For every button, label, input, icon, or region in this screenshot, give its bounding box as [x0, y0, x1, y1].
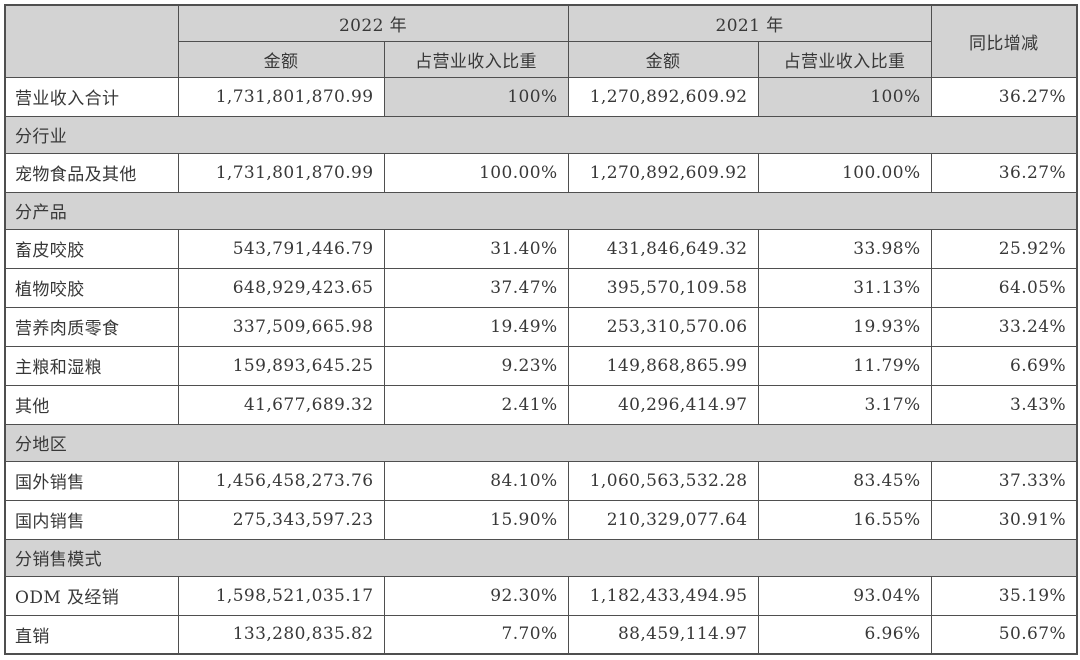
table-row: 畜皮咬胶 543,791,446.79 31.40% 431,846,649.3…	[4, 228, 1078, 269]
row-label: 国内销售	[4, 499, 179, 540]
table-row: ODM 及经销 1,598,521,035.17 92.30% 1,182,43…	[4, 575, 1078, 616]
table-row: 植物咬胶 648,929,423.65 37.47% 395,570,109.5…	[4, 267, 1078, 308]
yoy-change: 37.33%	[930, 460, 1078, 501]
header-row-metrics: 金额 占营业收入比重 金额 占营业收入比重	[5, 40, 1077, 78]
row-label: 营养肉质零食	[4, 306, 179, 347]
ratio-2022: 37.47%	[383, 267, 569, 308]
section-header-by-product: 分产品	[4, 191, 1078, 230]
amount-2022: 543,791,446.79	[177, 228, 385, 269]
table-row: 直销 133,280,835.82 7.70% 88,459,114.97 6.…	[4, 614, 1078, 655]
section-title: 分销售模式	[4, 538, 1078, 577]
row-label: 营业收入合计	[4, 76, 179, 117]
yoy-change: 25.92%	[930, 228, 1078, 269]
yoy-change: 30.91%	[930, 499, 1078, 540]
section-header-by-industry: 分行业	[4, 115, 1078, 154]
amount-2022: 1,456,458,273.76	[177, 460, 385, 501]
header-ratio-2022: 占营业收入比重	[383, 40, 569, 78]
ratio-2021: 93.04%	[757, 575, 932, 616]
ratio-2021: 19.93%	[757, 306, 932, 347]
yoy-change: 36.27%	[930, 152, 1078, 193]
yoy-change: 64.05%	[930, 267, 1078, 308]
amount-2021: 253,310,570.06	[567, 306, 759, 347]
header-row-years: 2022 年 2021 年 同比增减	[4, 4, 1078, 78]
row-label: 宠物食品及其他	[4, 152, 179, 193]
section-header-by-region: 分地区	[4, 423, 1078, 462]
yoy-change: 50.67%	[930, 614, 1078, 655]
ratio-2021: 3.17%	[757, 384, 932, 425]
amount-2021: 1,182,433,494.95	[567, 575, 759, 616]
amount-2021: 88,459,114.97	[567, 614, 759, 655]
yoy-change: 6.69%	[930, 345, 1078, 386]
amount-2022: 1,731,801,870.99	[177, 76, 385, 117]
yoy-change: 35.19%	[930, 575, 1078, 616]
section-title: 分产品	[4, 191, 1078, 230]
amount-2022: 337,509,665.98	[177, 306, 385, 347]
table-row: 营养肉质零食 337,509,665.98 19.49% 253,310,570…	[4, 306, 1078, 347]
section-header-by-sales-model: 分销售模式	[4, 538, 1078, 577]
amount-2021: 431,846,649.32	[567, 228, 759, 269]
revenue-breakdown-table: 2022 年 2021 年 同比增减 金额 占营业收入比重 金额 占营业收入比重…	[4, 4, 1079, 655]
table-row: 宠物食品及其他 1,731,801,870.99 100.00% 1,270,8…	[4, 152, 1078, 193]
ratio-2021: 6.96%	[757, 614, 932, 655]
amount-2021: 40,296,414.97	[567, 384, 759, 425]
ratio-2022: 92.30%	[383, 575, 569, 616]
ratio-2021: 11.79%	[757, 345, 932, 386]
amount-2022: 648,929,423.65	[177, 267, 385, 308]
header-yoy-change: 同比增减	[930, 4, 1078, 78]
ratio-2022: 7.70%	[383, 614, 569, 655]
amount-2022: 159,893,645.25	[177, 345, 385, 386]
ratio-2022: 100.00%	[383, 152, 569, 193]
table-row: 国内销售 275,343,597.23 15.90% 210,329,077.6…	[4, 499, 1078, 540]
amount-2022: 41,677,689.32	[177, 384, 385, 425]
total-revenue-row: 营业收入合计 1,731,801,870.99 100% 1,270,892,6…	[4, 76, 1078, 117]
ratio-2021: 83.45%	[757, 460, 932, 501]
amount-2022: 1,731,801,870.99	[177, 152, 385, 193]
table-row: 国外销售 1,456,458,273.76 84.10% 1,060,563,5…	[4, 460, 1078, 501]
amount-2022: 1,598,521,035.17	[177, 575, 385, 616]
row-label: 直销	[4, 614, 179, 655]
header-year-2022: 2022 年	[177, 4, 569, 42]
ratio-2021: 100.00%	[757, 152, 932, 193]
ratio-2022: 31.40%	[383, 228, 569, 269]
amount-2021: 395,570,109.58	[567, 267, 759, 308]
yoy-change: 36.27%	[930, 76, 1078, 117]
ratio-2021: 33.98%	[757, 228, 932, 269]
ratio-2022: 100%	[383, 76, 569, 117]
ratio-2021: 100%	[757, 76, 932, 117]
row-label: 其他	[4, 384, 179, 425]
header-ratio-2021: 占营业收入比重	[757, 40, 932, 78]
amount-2021: 210,329,077.64	[567, 499, 759, 540]
amount-2021: 1,060,563,532.28	[567, 460, 759, 501]
amount-2021: 1,270,892,609.92	[567, 152, 759, 193]
ratio-2022: 84.10%	[383, 460, 569, 501]
header-amount-2022: 金额	[177, 40, 385, 78]
amount-2021: 149,868,865.99	[567, 345, 759, 386]
amount-2022: 133,280,835.82	[177, 614, 385, 655]
ratio-2021: 16.55%	[757, 499, 932, 540]
amount-2022: 275,343,597.23	[177, 499, 385, 540]
ratio-2021: 31.13%	[757, 267, 932, 308]
ratio-2022: 15.90%	[383, 499, 569, 540]
table-row: 主粮和湿粮 159,893,645.25 9.23% 149,868,865.9…	[4, 345, 1078, 386]
row-label: 植物咬胶	[4, 267, 179, 308]
row-label: 畜皮咬胶	[4, 228, 179, 269]
row-label: 国外销售	[4, 460, 179, 501]
ratio-2022: 19.49%	[383, 306, 569, 347]
table-row: 其他 41,677,689.32 2.41% 40,296,414.97 3.1…	[4, 384, 1078, 425]
ratio-2022: 2.41%	[383, 384, 569, 425]
amount-2021: 1,270,892,609.92	[567, 76, 759, 117]
header-year-2021: 2021 年	[567, 4, 932, 42]
yoy-change: 3.43%	[930, 384, 1078, 425]
section-title: 分行业	[4, 115, 1078, 154]
header-amount-2021: 金额	[567, 40, 759, 78]
header-corner-cell	[4, 4, 179, 78]
section-title: 分地区	[4, 423, 1078, 462]
row-label: 主粮和湿粮	[4, 345, 179, 386]
row-label: ODM 及经销	[4, 575, 179, 616]
ratio-2022: 9.23%	[383, 345, 569, 386]
yoy-change: 33.24%	[930, 306, 1078, 347]
